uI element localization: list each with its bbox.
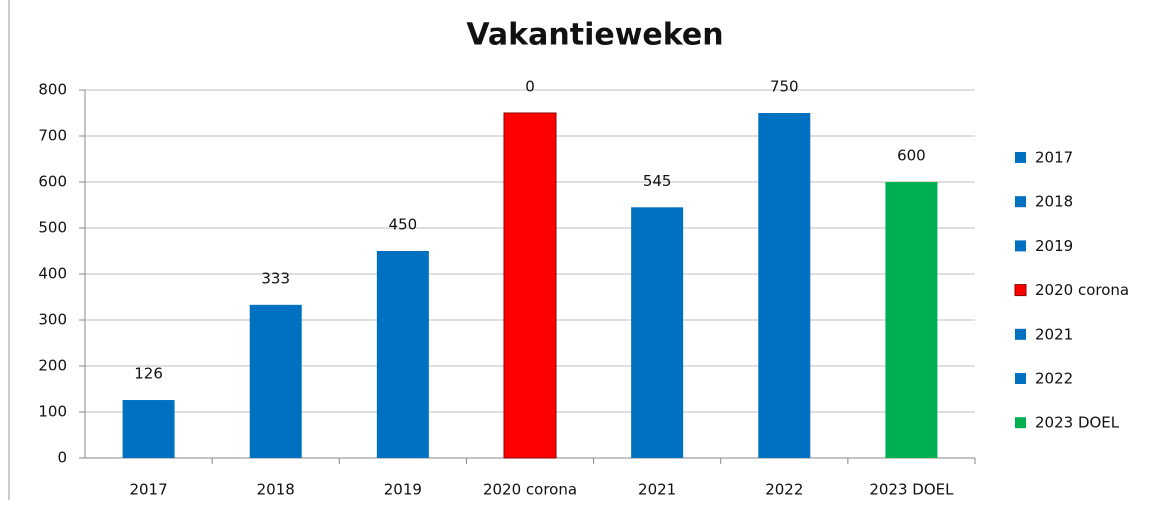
legend-label: 2018 [1035, 193, 1073, 211]
bar [122, 400, 175, 458]
bar [376, 251, 429, 458]
legend-swatch [1015, 373, 1026, 384]
legend-swatch [1015, 328, 1026, 340]
y-tick-label: 800 [38, 81, 67, 99]
data-label: 450 [389, 216, 418, 234]
legend-label: 2023 DOEL [1035, 414, 1120, 432]
x-tick-label: 2023 DOEL [869, 481, 954, 499]
data-label: 750 [770, 78, 799, 96]
bar [631, 207, 684, 458]
data-label: 333 [261, 269, 290, 287]
y-tick-label: 300 [38, 311, 67, 329]
legend-swatch [1015, 240, 1026, 252]
bar [885, 182, 938, 458]
legend-label: 2020 corona [1035, 281, 1129, 299]
data-label: 600 [897, 147, 926, 165]
y-tick-label: 0 [57, 449, 67, 467]
y-tick-label: 700 [38, 127, 67, 145]
legend-label: 2021 [1035, 325, 1073, 343]
data-label: 126 [134, 365, 163, 383]
legend-label: 2017 [1035, 149, 1073, 167]
y-tick-label: 500 [38, 219, 67, 237]
y-tick-label: 400 [38, 265, 67, 283]
legend-swatch [1015, 152, 1026, 163]
y-tick-label: 200 [38, 357, 67, 375]
bar [503, 112, 557, 459]
legend-swatch [1015, 417, 1026, 429]
x-tick-label: 2020 corona [483, 481, 577, 499]
bar [249, 304, 302, 458]
legend-swatch [1015, 196, 1026, 208]
legend-swatch [1014, 284, 1027, 297]
y-tick-label: 100 [38, 403, 67, 421]
chart-title: Vakantieweken [466, 18, 723, 53]
y-tick-label: 600 [38, 173, 67, 191]
annotation: 0 [525, 78, 535, 96]
x-tick-label: 2017 [129, 481, 167, 499]
data-label: 545 [643, 172, 672, 190]
x-tick-label: 2021 [638, 481, 676, 499]
legend-label: 2019 [1035, 237, 1073, 255]
x-tick-label: 2019 [384, 481, 422, 499]
bar [758, 113, 811, 458]
x-tick-label: 2022 [765, 481, 803, 499]
legend-label: 2022 [1035, 370, 1073, 388]
x-tick-label: 2018 [257, 481, 295, 499]
